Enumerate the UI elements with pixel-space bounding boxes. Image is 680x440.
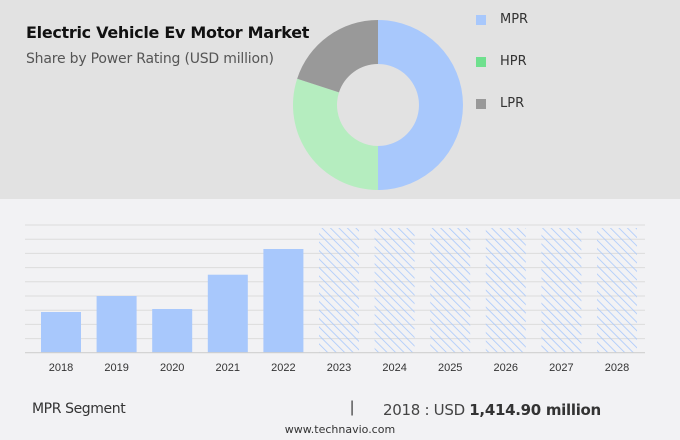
bar-2026	[485, 228, 526, 353]
x-tick-label: 2021	[216, 362, 240, 374]
value-amount: 1,414.90 million	[469, 401, 601, 419]
bar-2028	[597, 228, 637, 353]
x-tick-label: 2027	[549, 362, 573, 374]
x-tick-label: 2023	[327, 362, 351, 374]
x-tick-label: 2018	[49, 362, 73, 374]
bar-2022	[263, 249, 304, 353]
bar-2020	[152, 309, 193, 353]
legend-label: LPR	[500, 96, 525, 111]
x-tick-label: 2025	[438, 362, 462, 374]
bar-chart: 2018 2019 2020 2021 2022 2023 2024 2025 2026 2027…	[25, 224, 645, 374]
legend-label: HPR	[500, 54, 527, 69]
bar-2025	[430, 228, 471, 353]
legend-item-lpr: LPR	[474, 96, 574, 112]
bar-2027	[541, 228, 582, 353]
segment-label: MPR Segment	[32, 401, 126, 417]
legend-item-hpr: HPR	[474, 54, 574, 70]
year-label: 2018 : USD	[383, 401, 470, 419]
bar-2019	[96, 296, 137, 353]
legend-swatch-hpr	[476, 57, 486, 67]
chart-title: Electric Vehicle Ev Motor Market	[26, 23, 310, 42]
donut-chart	[293, 20, 463, 190]
chart-subtitle: Share by Power Rating (USD million)	[26, 51, 274, 67]
x-tick-label: 2022	[271, 362, 295, 374]
legend-label: MPR	[500, 12, 529, 27]
bar-2021	[207, 274, 248, 353]
x-tick-label: 2020	[160, 362, 184, 374]
donut-slice-lpr	[297, 20, 378, 93]
x-tick-label: 2028	[605, 362, 629, 374]
bar-2023	[319, 228, 359, 353]
x-tick-label: 2024	[382, 362, 406, 374]
legend-item-mpr: MPR	[474, 12, 574, 28]
legend-swatch-lpr	[476, 99, 486, 109]
legend-swatch-mpr	[476, 15, 486, 25]
site-url: www.technavio.com	[284, 423, 396, 436]
donut-panel: Electric Vehicle Ev Motor Market Share b…	[0, 0, 680, 199]
x-tick-label: 2019	[104, 362, 128, 374]
separator: |	[350, 399, 355, 416]
donut-slice-hpr	[293, 78, 378, 190]
bar-2018	[41, 312, 81, 353]
x-tick-label: 2026	[494, 362, 518, 374]
bar-2024	[374, 228, 415, 353]
segment-value: 2018 : USD 1,414.90 million	[383, 401, 601, 419]
donut-slice-mpr	[378, 20, 463, 190]
